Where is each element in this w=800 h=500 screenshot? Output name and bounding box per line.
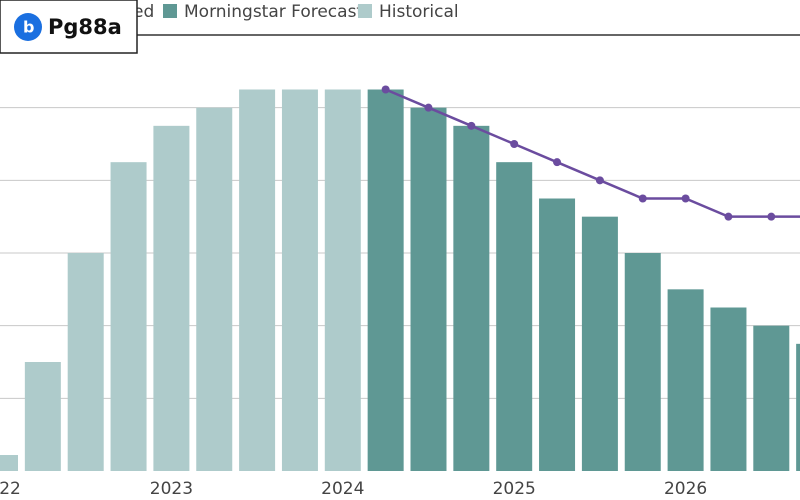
x-tick-label: 2025: [493, 479, 536, 499]
bar: [281, 89, 318, 471]
bar: [539, 198, 576, 471]
legend-label: ed: [133, 2, 154, 22]
line: [385, 88, 800, 218]
bar: [624, 253, 661, 471]
line-point: [467, 121, 476, 130]
x-tick-label: 2026: [664, 479, 707, 499]
bar: [796, 343, 800, 471]
x-tick-label: 22: [0, 479, 21, 499]
bar: [453, 125, 490, 471]
bar: [110, 162, 147, 471]
bar: [496, 162, 533, 471]
watermark-icon-glyph: b: [23, 18, 34, 37]
bar: [753, 325, 790, 471]
bar: [153, 125, 190, 471]
line-point: [681, 194, 690, 203]
watermark-text: Pg88a: [48, 15, 122, 39]
bar: [367, 89, 404, 471]
bar: [67, 253, 104, 471]
line-point: [424, 103, 433, 112]
legend-label: Historical: [379, 2, 459, 22]
bar: [667, 289, 704, 471]
bar: [196, 107, 233, 472]
legend: ed Morningstar Forecast Historical: [96, 2, 459, 22]
line-point: [724, 212, 733, 221]
plot: 22 2023 2024 2025 2026: [0, 85, 800, 499]
line-point: [595, 176, 604, 185]
legend-label: Morningstar Forecast: [184, 2, 363, 22]
watermark: b Pg88a: [0, 0, 138, 54]
bar: [324, 89, 361, 471]
line-point: [553, 158, 562, 167]
x-tick-label: 2024: [321, 479, 364, 499]
line-point: [638, 194, 647, 203]
bar: [0, 455, 18, 471]
legend-marker: [163, 4, 177, 18]
line-point: [510, 140, 519, 148]
x-tick-label: 2023: [150, 479, 193, 499]
bar: [239, 89, 276, 471]
watermark-icon: [14, 13, 42, 41]
bar: [24, 362, 61, 471]
bar: [710, 307, 747, 471]
line-point: [767, 212, 776, 221]
line-point: [381, 85, 390, 94]
bar: [581, 216, 618, 471]
legend-marker: [358, 4, 372, 18]
bar: [410, 107, 447, 472]
